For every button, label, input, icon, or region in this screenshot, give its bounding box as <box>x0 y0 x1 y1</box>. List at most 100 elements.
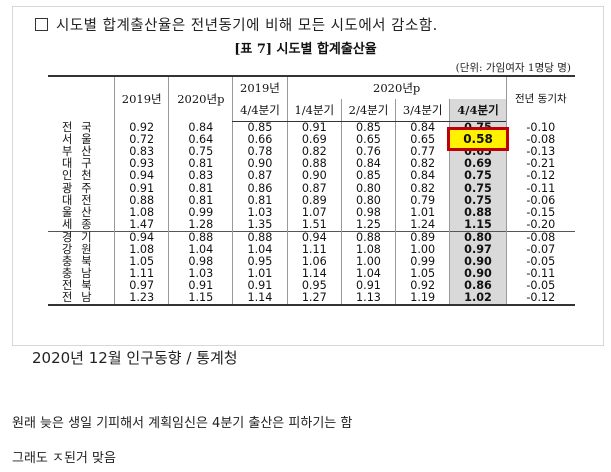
region-cell: 경기 <box>48 230 115 244</box>
value-cell: 1.15 <box>449 218 507 232</box>
value-cell: 1.25 <box>340 218 396 232</box>
value-cell: 0.89 <box>395 230 450 244</box>
region-cell: 강원 <box>62 242 101 256</box>
header-group-2020: 2020년p <box>286 75 507 99</box>
fertility-rate-table: 2019년 2020년p 2019년 2020년p 전년 동기차 4/4분기 1… <box>48 75 575 307</box>
value-cell: 1.47 <box>113 218 169 232</box>
value-cell: 0.84 <box>395 170 450 183</box>
value-cell: 1.07 <box>286 206 342 219</box>
value-cell: 0.79 <box>395 194 450 207</box>
value-cell: 0.91 <box>168 280 233 293</box>
value-cell: 0.82 <box>395 158 450 171</box>
unit-note: (단위: 가임여자 1명당 명) <box>455 62 571 74</box>
value-cell: 0.95 <box>286 280 342 293</box>
table-row: 경기 0.94 0.88 0.88 0.94 0.88 0.89 0.80 -0.08 <box>48 230 575 244</box>
highlighted-seoul-q4-value: 0.58 <box>447 127 509 151</box>
header-change: 전년 동기차 <box>505 75 575 122</box>
value-cell: 0.90 <box>449 268 507 281</box>
region-cell: 전남 <box>48 292 115 307</box>
value-cell: 0.85 <box>340 121 396 135</box>
value-cell: 1.27 <box>286 292 342 307</box>
header-q1: 1/4분기 <box>286 99 342 122</box>
value-cell: -0.12 <box>505 292 575 307</box>
value-cell: 0.87 <box>232 170 288 183</box>
table-row: 울산 1.08 0.99 1.03 1.07 0.98 1.01 0.88 -0.15 <box>48 205 575 219</box>
value-cell: 1.06 <box>286 256 342 269</box>
region-cell: 전북 <box>62 279 101 293</box>
value-cell: 0.88 <box>449 206 507 219</box>
value-cell: 1.03 <box>232 206 288 219</box>
region-cell: 대전 <box>62 193 101 207</box>
value-cell: 0.89 <box>286 194 342 207</box>
table-row: 대구 0.93 0.81 0.90 0.88 0.84 0.82 0.69 -0.21 <box>48 157 575 171</box>
table-row: 충남 1.11 1.03 1.01 1.14 1.04 1.05 0.90 -0.11 <box>48 267 575 281</box>
header-q4: 4/4분기 <box>449 99 507 122</box>
value-cell: 1.00 <box>395 243 450 257</box>
value-cell: 0.91 <box>340 280 396 293</box>
source-caption: 2020년 12월 인구동향 / 통계청 <box>32 349 238 367</box>
value-cell: 1.04 <box>168 243 233 257</box>
region-cell: 충남 <box>62 267 101 281</box>
value-cell: 1.05 <box>113 256 169 269</box>
region-cell: 광주 <box>62 181 101 195</box>
region-cell: 서울 <box>62 133 101 147</box>
value-cell: 0.75 <box>168 146 233 159</box>
value-cell: 0.99 <box>168 206 233 219</box>
table-row: 세종 1.47 1.28 1.35 1.51 1.25 1.24 1.15 -0.20 <box>48 218 575 232</box>
value-cell: 0.81 <box>168 182 233 195</box>
value-cell: 0.64 <box>168 134 233 147</box>
value-cell: 0.75 <box>449 182 507 195</box>
value-cell: 1.01 <box>395 206 450 219</box>
value-cell: -0.08 <box>505 134 575 147</box>
value-cell: 0.91 <box>113 182 169 195</box>
table-caption: [표 7] 시도별 합계출산율 <box>234 42 377 57</box>
value-cell: 0.66 <box>232 134 288 147</box>
table-row: 인천 0.94 0.83 0.87 0.90 0.85 0.84 0.75 -0.12 <box>48 170 575 183</box>
value-cell: 0.80 <box>449 230 507 244</box>
value-cell: 0.88 <box>286 158 342 171</box>
value-cell: 0.81 <box>168 194 233 207</box>
value-cell: 0.86 <box>449 280 507 293</box>
value-cell: 0.81 <box>232 194 288 207</box>
value-cell: 1.35 <box>232 218 288 232</box>
value-cell: 0.83 <box>113 146 169 159</box>
header-2020p: 2020년p <box>168 75 233 122</box>
value-cell: 0.98 <box>168 256 233 269</box>
value-cell: 1.14 <box>232 292 288 307</box>
value-cell: 0.90 <box>232 158 288 171</box>
header-q3: 3/4분기 <box>395 99 450 122</box>
value-cell: 1.23 <box>113 292 169 307</box>
value-cell: 0.77 <box>395 146 450 159</box>
region-cell: 울산 <box>62 205 101 219</box>
value-cell: 0.80 <box>340 194 396 207</box>
value-cell: 0.91 <box>286 121 342 135</box>
value-cell: 1.08 <box>340 243 396 257</box>
value-cell: 1.08 <box>113 206 169 219</box>
value-cell: 1.08 <box>113 243 169 257</box>
value-cell: -0.11 <box>505 268 575 281</box>
value-cell: 1.03 <box>168 268 233 281</box>
value-cell: 1.19 <box>395 292 450 307</box>
value-cell: 0.81 <box>168 158 233 171</box>
value-cell: 1.14 <box>286 268 342 281</box>
value-cell: 1.04 <box>232 243 288 257</box>
header-2019-q4: 4/4분기 <box>232 99 288 122</box>
region-cell: 대구 <box>62 157 101 171</box>
value-cell: -0.15 <box>505 206 575 219</box>
table-row: 전북 0.97 0.91 0.91 0.95 0.91 0.92 0.86 -0.05 <box>48 279 575 293</box>
value-cell: -0.07 <box>505 243 575 257</box>
table-row: 전남 1.23 1.15 1.14 1.27 1.13 1.19 1.02 -0.12 <box>48 292 575 307</box>
value-cell: 0.86 <box>232 182 288 195</box>
value-cell: 0.88 <box>340 230 396 244</box>
value-cell: -0.11 <box>505 182 575 195</box>
value-cell: 0.78 <box>232 146 288 159</box>
value-cell: 0.99 <box>395 256 450 269</box>
value-cell: 1.05 <box>395 268 450 281</box>
value-cell: 0.95 <box>232 256 288 269</box>
value-cell: 0.84 <box>168 121 233 135</box>
header-2019: 2019년 <box>113 75 169 122</box>
value-cell: 0.82 <box>395 182 450 195</box>
value-cell: 1.11 <box>113 268 169 281</box>
value-cell: 0.92 <box>395 280 450 293</box>
value-cell: 0.92 <box>113 121 169 135</box>
